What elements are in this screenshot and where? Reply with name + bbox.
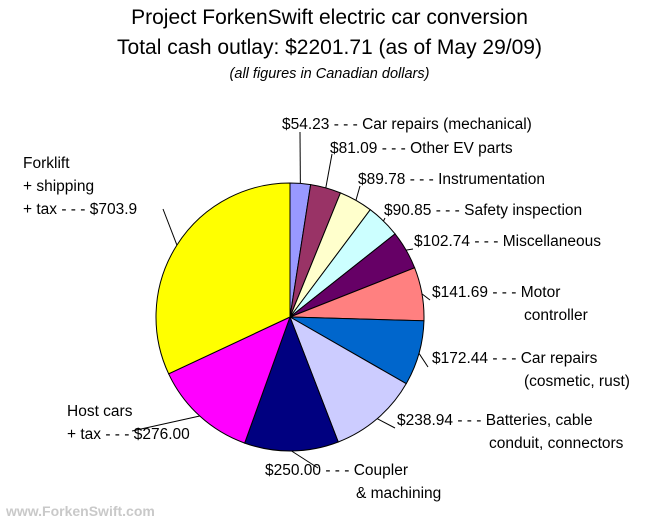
slice-label-6-line-1: (cosmetic, rust) (524, 373, 630, 390)
leader-line-5 (421, 293, 431, 301)
slice-label-3-line-0: $90.85 - - - Safety inspection (384, 202, 582, 219)
slice-label-10-line-1: + shipping (23, 178, 94, 195)
slice-label-7-line-1: conduit, connectors (489, 435, 624, 452)
slice-label-7-line-0: $238.94 - - - Batteries, cable (397, 412, 593, 429)
slice-label-8-line-1: & machining (356, 485, 441, 502)
leader-line-3 (383, 217, 386, 222)
slice-label-9-line-1: + tax - - - $276.00 (67, 426, 190, 443)
slice-label-1-line-0: $81.09 - - - Other EV parts (330, 140, 513, 157)
slice-label-10-line-2: + tax - - - $703.9 (23, 201, 137, 218)
slice-label-9-line-0: Host cars (67, 403, 133, 420)
leader-line-10 (162, 208, 178, 246)
currency-note: (all figures in Canadian dollars) (229, 66, 430, 82)
leader-line-1 (325, 153, 333, 188)
pie-slice-9 (167, 316, 291, 444)
slice-label-8-line-0: $250.00 - - - Coupler (265, 462, 408, 479)
pie-slice-8 (244, 315, 339, 452)
leader-line-8 (291, 450, 319, 469)
slice-label-5-line-1: controller (524, 307, 588, 324)
chart-title: Project ForkenSwift electric car convers… (131, 6, 528, 29)
leader-line-9 (131, 415, 200, 432)
leader-line-4 (406, 248, 414, 251)
footer-url: www.ForkenSwift.com (6, 503, 155, 519)
leader-line-2 (355, 185, 361, 201)
chart-subtitle: Total cash outlay: $2201.71 (as of May 2… (117, 36, 542, 59)
slice-label-5-line-0: $141.69 - - - Motor (432, 284, 560, 301)
slice-label-0-line-0: $54.23 - - - Car repairs (mechanical) (282, 116, 532, 133)
slice-label-10-line-0: Forklift (23, 155, 70, 172)
slice-label-4-line-0: $102.74 - - - Miscellaneous (414, 233, 601, 250)
leader-line-7 (377, 418, 396, 429)
slice-label-2-line-0: $89.78 - - - Instrumentation (358, 171, 545, 188)
slice-label-6-line-0: $172.44 - - - Car repairs (432, 350, 598, 367)
leader-line-6 (418, 353, 429, 368)
